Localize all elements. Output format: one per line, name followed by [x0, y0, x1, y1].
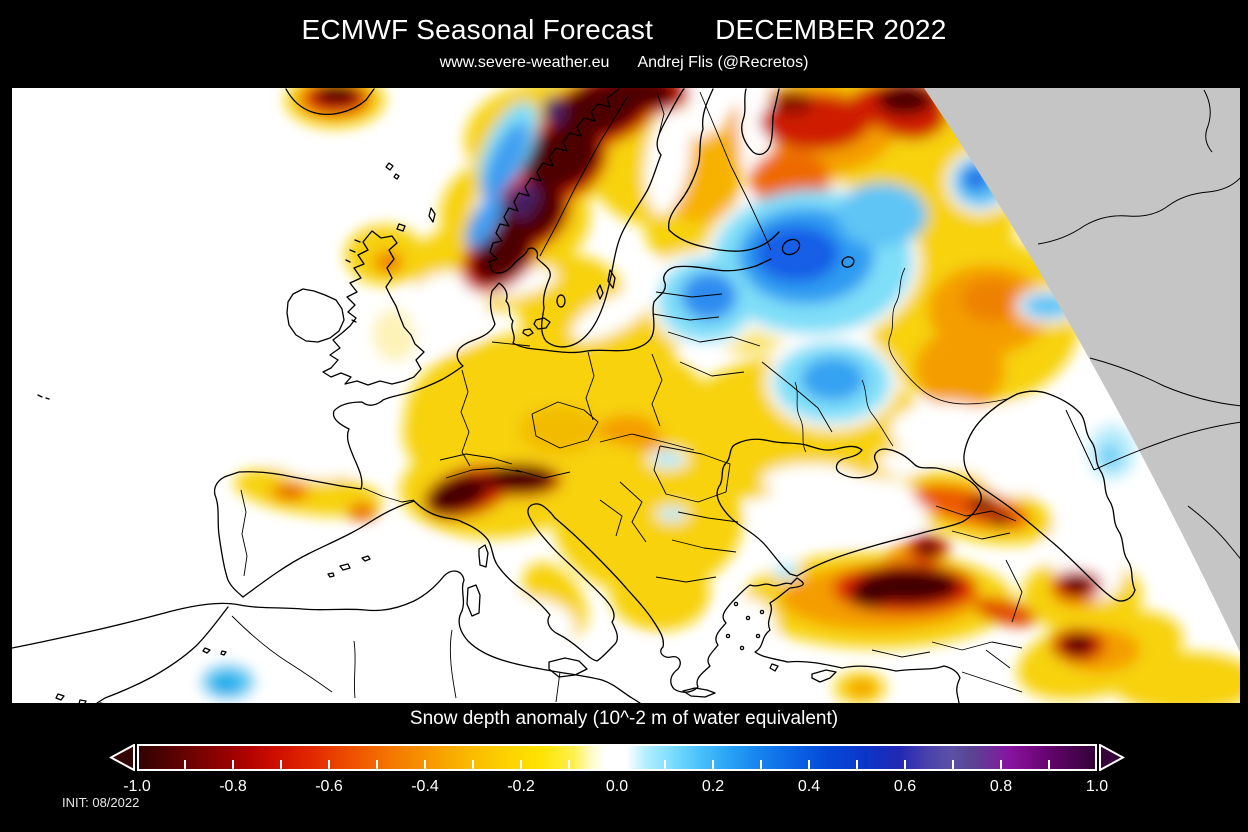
colorbar: -1.0 -0.8 -0.6 -0.4 -0.2 0.0 0.2 0.4 0.6 0.8 1.0 — [109, 744, 1125, 795]
colorbar-minor-tick — [712, 760, 714, 769]
colorbar-right-arrow — [1099, 744, 1125, 771]
colorbar-minor-tick — [472, 760, 474, 769]
colorbar-tick-label: 1.0 — [1085, 778, 1109, 795]
forecast-map — [12, 88, 1240, 703]
no-data-borders — [1037, 89, 1240, 560]
colorbar-tick-label: -0.4 — [411, 778, 439, 795]
colorbar-tick-label: -0.2 — [507, 778, 535, 795]
subtitle-row: www.severe-weather.eu Andrej Flis (@Recr… — [0, 54, 1248, 72]
colorbar-minor-tick — [952, 760, 954, 769]
colorbar-minor-tick — [664, 760, 666, 769]
colorbar-minor-tick — [376, 760, 378, 769]
europe-anomaly-map — [12, 88, 1240, 703]
forecast-month: DECEMBER 2022 — [715, 14, 947, 45]
colorbar-title: Snow depth anomaly (10^-2 m of water equ… — [409, 708, 839, 729]
title-row: ECMWF Seasonal Forecast DECEMBER 2022 — [0, 14, 1248, 46]
page-title: ECMWF Seasonal Forecast — [301, 14, 654, 45]
colorbar-minor-tick — [856, 760, 858, 769]
no-data-region — [924, 88, 1240, 652]
colorbar-minor-tick — [280, 760, 282, 769]
colorbar-tick-label: -0.6 — [315, 778, 343, 795]
colorbar-minor-tick — [424, 760, 426, 769]
anomaly-field — [196, 88, 1240, 703]
country-borders — [231, 91, 1023, 703]
colorbar-minor-tick — [1000, 760, 1002, 769]
colorbar-minor-tick — [568, 760, 570, 769]
colorbar-tick-label: 0.6 — [893, 778, 917, 795]
colorbar-tick-label: 0.2 — [701, 778, 725, 795]
colorbar-minor-tick — [760, 760, 762, 769]
colorbar-minor-tick — [232, 760, 234, 769]
colorbar-left-arrow — [109, 744, 135, 771]
colorbar-minor-tick — [808, 760, 810, 769]
colorbar-tick-label: 0.4 — [797, 778, 821, 795]
coastlines — [12, 88, 1136, 703]
colorbar-tick-label: -0.8 — [219, 778, 247, 795]
colorbar-minor-tick — [184, 760, 186, 769]
colorbar-tick-label: -1.0 — [123, 778, 151, 795]
colorbar-minor-tick — [616, 760, 618, 769]
colorbar-minor-tick — [520, 760, 522, 769]
colorbar-tick-label: 0.0 — [605, 778, 629, 795]
colorbar-minor-tick — [1048, 760, 1050, 769]
website-credit: www.severe-weather.eu — [439, 54, 610, 71]
colorbar-tick-label: 0.8 — [989, 778, 1013, 795]
colorbar-minor-tick — [328, 760, 330, 769]
colorbar-minor-tick — [904, 760, 906, 769]
author-credit: Andrej Flis (@Recretos) — [637, 54, 809, 71]
init-label: INIT: 08/2022 — [62, 795, 140, 810]
